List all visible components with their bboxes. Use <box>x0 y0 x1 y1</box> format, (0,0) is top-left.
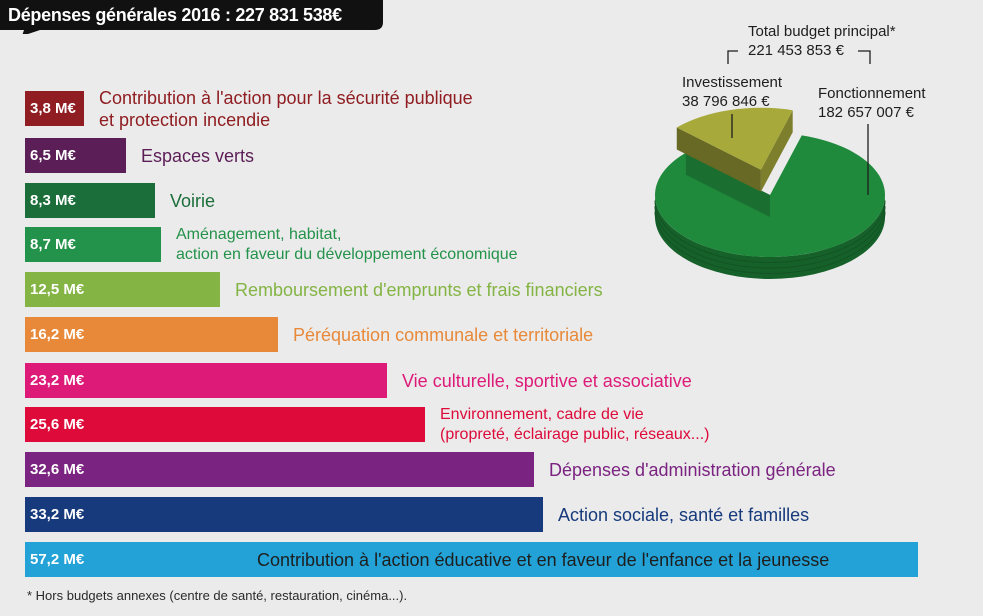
slice-label-fonctionnement: Fonctionnement <box>818 85 926 102</box>
bar-category-label: Voirie <box>170 191 216 211</box>
bar: 23,2 M€ <box>25 362 387 398</box>
slice-side-fonctionnement <box>655 195 885 279</box>
footnote: * Hors budgets annexes (centre de santé,… <box>27 588 408 603</box>
bar: 8,7 M€ <box>25 226 161 262</box>
slice-side-investissement <box>676 127 761 192</box>
slice-cut-wall <box>685 152 770 217</box>
bar-value-label: 16,2 M€ <box>30 325 85 343</box>
bar-value-label: 12,5 M€ <box>30 280 85 298</box>
slice-investissement <box>676 107 793 170</box>
bar-value-label: 3,8 M€ <box>30 99 76 117</box>
bar: 57,2 M€ <box>25 541 918 577</box>
bar-value-label: 8,3 M€ <box>30 191 76 209</box>
slice-value-investissement: 38 796 846 € <box>682 93 770 110</box>
bar-value-label: 6,5 M€ <box>30 146 76 164</box>
bar-category-label: Environnement, cadre de vie (propreté, é… <box>440 406 710 443</box>
pie-total-value: 221 453 853 € <box>748 42 844 59</box>
chart-title: Dépenses générales 2016 : 227 831 538€ <box>8 5 342 25</box>
bar-category-label: Dépenses d'administration générale <box>549 460 836 480</box>
bar-category-label: Péréquation communale et territoriale <box>293 325 594 345</box>
bar: 16,2 M€ <box>25 316 278 352</box>
slice-value-fonctionnement: 182 657 007 € <box>818 104 914 121</box>
slice-side-stripe <box>654 211 886 274</box>
bar-value-label: 57,2 M€ <box>30 550 85 568</box>
slice-side-stripe <box>654 205 886 269</box>
bar-value-label: 33,2 M€ <box>30 505 85 523</box>
slice-label-investissement: Investissement <box>682 74 783 91</box>
bar-value-label: 32,6 M€ <box>30 460 85 478</box>
bar-value-label: 25,6 M€ <box>30 415 85 433</box>
bar: 6,5 M€ <box>25 137 126 173</box>
bar-category-label: Action sociale, santé et familles <box>558 505 810 525</box>
bar-value-label: 23,2 M€ <box>30 371 85 389</box>
bar-category-label: Contribution à l'action pour la sécurité… <box>99 88 473 130</box>
bar-value-label: 8,7 M€ <box>30 235 76 253</box>
bar-category-label: Espaces verts <box>141 146 255 166</box>
bar: 33,2 M€ <box>25 496 543 532</box>
pie-total-label: Total budget principal* <box>748 23 896 40</box>
bar: 8,3 M€ <box>25 182 155 218</box>
pie-chart <box>654 107 886 279</box>
slice-side-investissement <box>760 110 793 192</box>
bar: 32,6 M€ <box>25 451 534 487</box>
bar-category-label: Remboursement d'emprunts et frais financ… <box>235 280 603 300</box>
bar: 25,6 M€ <box>25 406 425 442</box>
bar: 3,8 M€ <box>25 90 84 126</box>
slice-side-stripe <box>654 200 886 263</box>
bar-category-label: Vie culturelle, sportive et associative <box>402 371 692 391</box>
title-tab <box>0 0 383 34</box>
bar: 12,5 M€ <box>25 271 220 307</box>
bar-category-label: Contribution à l'action éducative et en … <box>257 550 830 570</box>
bar-category-label: Aménagement, habitat, action en faveur d… <box>176 226 518 263</box>
